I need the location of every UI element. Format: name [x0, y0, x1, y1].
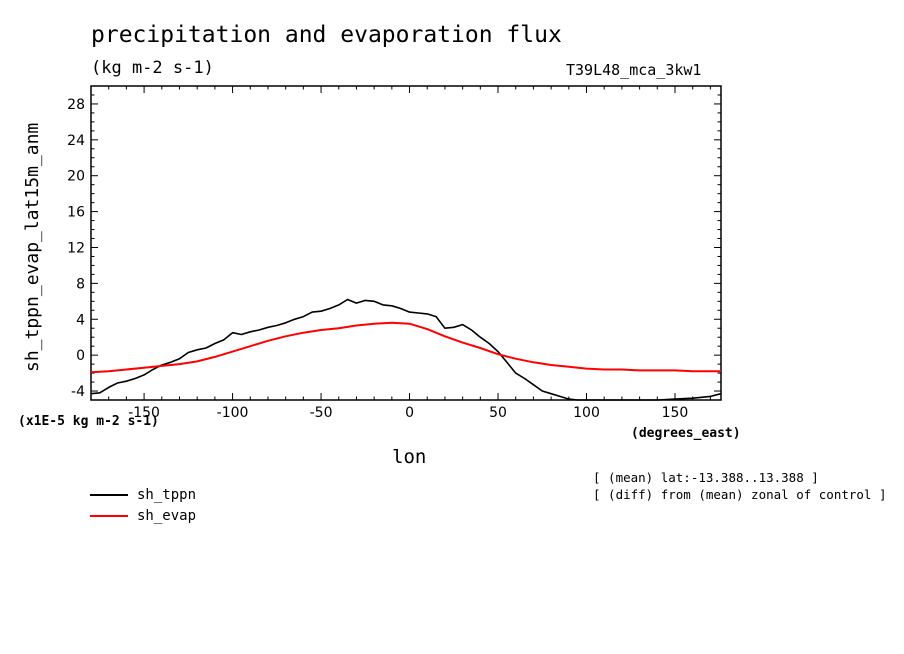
- y-tick-label: 28: [67, 97, 85, 113]
- x-tick-label: 50: [489, 405, 507, 421]
- series-line-sh-evap: [90, 321, 721, 374]
- plot-frame: [90, 85, 722, 401]
- x-axis-label: lon: [392, 446, 427, 468]
- y-tick-label: 24: [67, 133, 85, 149]
- legend-swatch-sh-evap: [90, 515, 128, 517]
- legend-label-sh-tppn: sh_tppn: [137, 487, 197, 503]
- run-label: T39L48_mca_3kw1: [566, 61, 702, 79]
- legend-item-sh-evap: sh_evap: [90, 507, 196, 525]
- y-tick-label: 16: [67, 205, 85, 221]
- y-axis-label: sh_tppn_evap_lat15m_anm: [22, 122, 43, 372]
- x-tick-label: 0: [405, 405, 414, 421]
- y-tick-label: 20: [67, 169, 85, 185]
- x-units-label: (degrees_east): [631, 426, 741, 441]
- chart-subtitle: (kg m-2 s-1): [91, 58, 214, 78]
- chart-title: precipitation and evaporation flux: [91, 22, 562, 48]
- x-tick-label: -50: [310, 405, 333, 421]
- axis-tick-labels: -4 0 4 8 12 16 20 24 28 -150 -100 -50 0 50 100 150: [67, 97, 688, 421]
- y-tick-label: 12: [67, 240, 85, 256]
- y-tick-label: 4: [76, 312, 85, 328]
- legend-item-sh-tppn: sh_tppn: [90, 486, 196, 504]
- legend-label-sh-evap: sh_evap: [137, 508, 197, 524]
- x-tick-label: 150: [662, 405, 689, 421]
- x-tick-label: 100: [573, 405, 600, 421]
- series-line-sh-tppn: [90, 298, 722, 401]
- y-tick-label: -4: [71, 384, 85, 400]
- note-diff: [ (diff) from (mean) zonal of control ]: [593, 487, 887, 502]
- x-tick-label: -150: [128, 405, 160, 421]
- axis-ticks: [91, 85, 721, 401]
- x-tick-label: -100: [217, 405, 249, 421]
- y-units-label: (x1E-5 kg m-2 s-1): [18, 414, 159, 429]
- note-mean-lat: [ (mean) lat:-13.388..13.388 ]: [593, 470, 819, 485]
- y-tick-label: 8: [76, 276, 85, 292]
- data-lines: [90, 298, 722, 401]
- y-tick-label: 0: [76, 348, 85, 364]
- legend-swatch-sh-tppn: [90, 494, 128, 496]
